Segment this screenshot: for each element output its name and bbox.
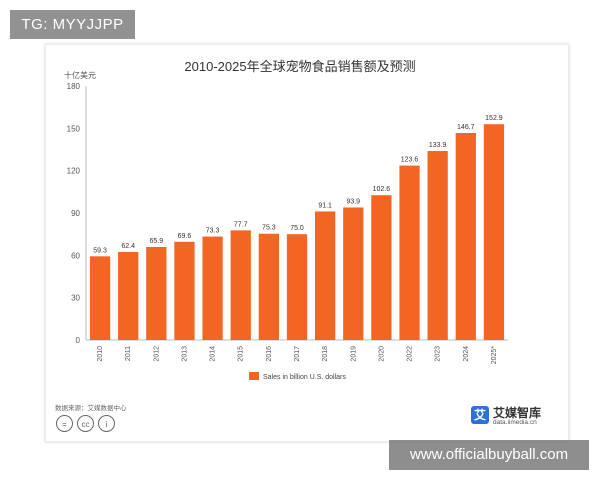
bar [315, 211, 336, 340]
x-tick-label: 2023 [435, 346, 442, 362]
x-tick-label: 2010 [97, 346, 104, 362]
bar [343, 207, 364, 340]
bar-value-label: 146.7 [457, 124, 475, 131]
tg-overlay-label: TG: MYYJJPP [10, 10, 135, 39]
bar-value-label: 123.6 [401, 157, 419, 164]
x-tick-label: 2012 [153, 346, 160, 362]
x-tick-label: 2015 [238, 346, 245, 362]
x-tick-label: 2020 [378, 346, 385, 362]
iimedia-logo-name: 艾媒智库 [493, 406, 542, 420]
bar [202, 236, 223, 340]
bar [286, 234, 308, 340]
bar [371, 195, 392, 340]
bar-value-label: 133.9 [429, 142, 447, 149]
x-tick-label: 2022 [407, 346, 414, 362]
x-tick-label: 2017 [294, 346, 301, 362]
x-tick-label: 2014 [210, 346, 217, 362]
x-tick-label: 2011 [125, 346, 132, 361]
attribution-icon: i [98, 415, 115, 432]
y-tick-label: 0 [76, 336, 81, 345]
bar-value-label: 73.3 [206, 228, 220, 235]
x-tick-label: 2018 [322, 346, 329, 362]
bar [427, 151, 448, 340]
bar [146, 247, 167, 340]
bar [483, 124, 505, 340]
source-note: 数据来源：艾媒数据中心 [55, 405, 127, 412]
bar-value-label: 152.9 [485, 115, 503, 122]
iimedia-logo-url: data.iimedia.cn [493, 419, 537, 426]
website-watermark: www.officialbuyball.com [389, 440, 589, 470]
bar [258, 233, 279, 340]
bar-value-label: 75.3 [262, 225, 276, 232]
bar [174, 241, 195, 340]
bar [89, 256, 111, 340]
y-axis-unit: 十亿美元 [64, 71, 96, 80]
bar-value-label: 77.7 [234, 221, 248, 228]
bar [399, 165, 420, 340]
x-tick-label: 2016 [266, 346, 273, 362]
bar [455, 132, 476, 340]
bar-value-label: 93.9 [346, 198, 360, 205]
y-tick-label: 90 [71, 209, 80, 218]
legend-label: Sales in billion U.S. dollars [263, 374, 346, 381]
bar-value-label: 65.9 [150, 238, 164, 245]
cc-license-icon: cc [77, 415, 94, 432]
bar-value-label: 62.4 [121, 243, 135, 250]
iimedia-logo-icon: 艾 [471, 406, 489, 424]
equals-license-icon: = [56, 415, 73, 432]
y-tick-label: 120 [67, 167, 81, 176]
legend-swatch [249, 372, 259, 380]
y-tick-label: 180 [67, 82, 81, 91]
x-tick-label: 2025* [491, 346, 498, 365]
y-tick-label: 30 [71, 294, 80, 303]
x-tick-label: 2024 [463, 346, 470, 362]
y-tick-label: 150 [67, 124, 81, 133]
bar [230, 230, 251, 340]
x-tick-label: 2013 [181, 346, 188, 362]
chart-title: 2010-2025年全球宠物食品销售额及预测 [184, 59, 416, 74]
bar-value-label: 91.1 [318, 202, 332, 209]
bar-value-label: 75.0 [290, 225, 304, 232]
bar-value-label: 59.3 [93, 247, 107, 254]
bar-value-label: 69.6 [178, 233, 192, 240]
bar [118, 251, 139, 340]
y-tick-label: 60 [71, 251, 80, 260]
bar-value-label: 102.6 [373, 186, 391, 193]
x-tick-label: 2019 [350, 346, 357, 362]
